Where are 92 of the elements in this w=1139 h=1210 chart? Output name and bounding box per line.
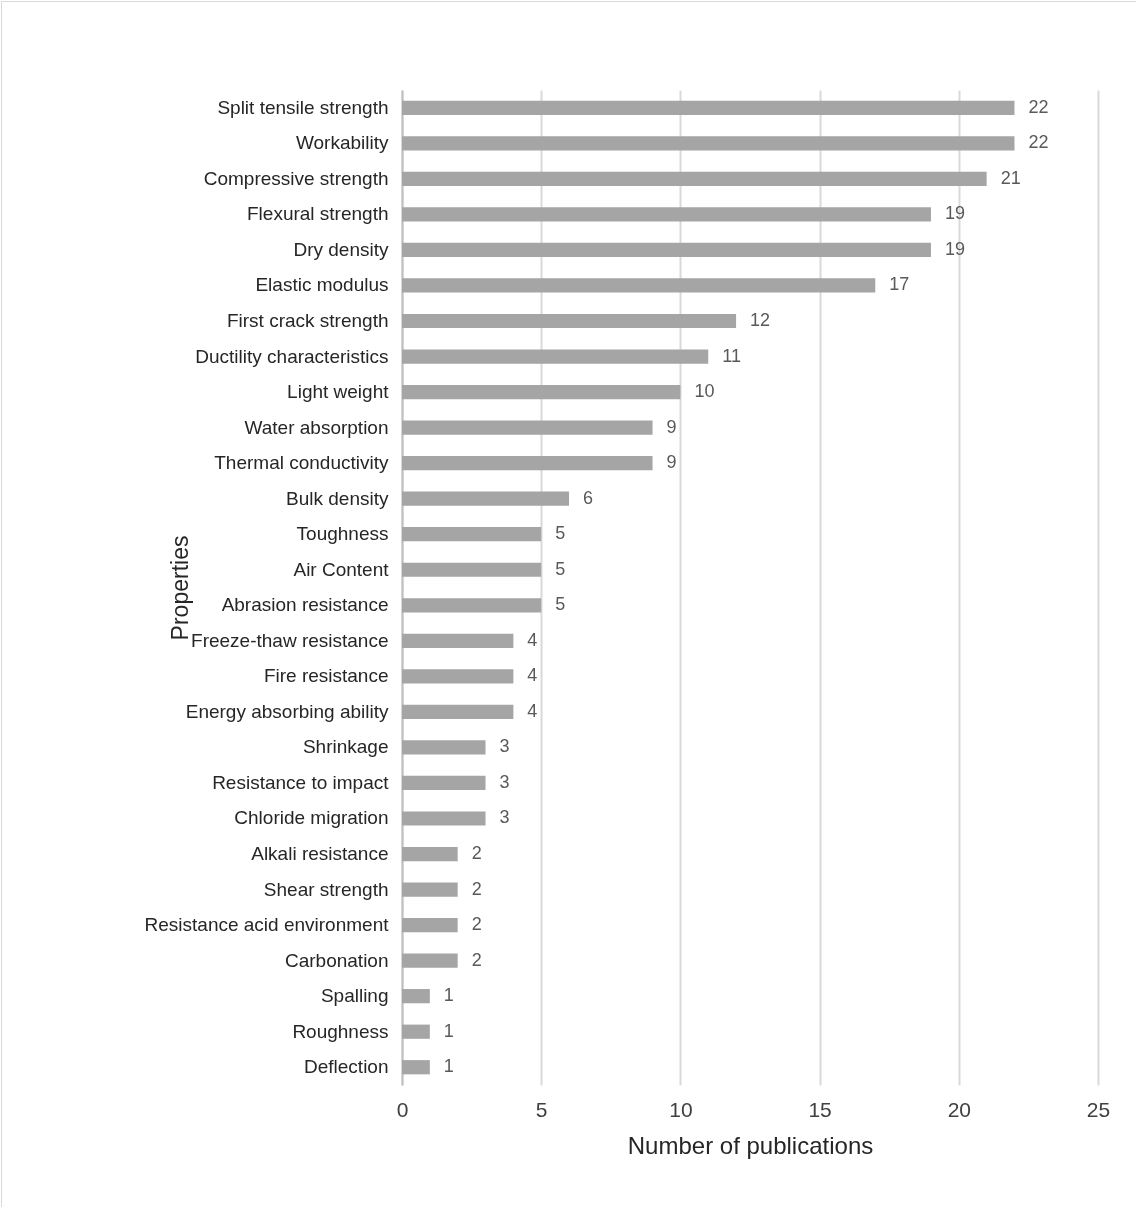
bar [402,420,653,435]
data-label: 3 [499,807,510,828]
y-tick-label: Chloride migration [234,807,389,829]
bar [402,953,458,968]
bar [402,598,542,613]
data-label: 3 [499,736,510,757]
bar [402,917,458,933]
y-tick-label: Split tensile strength [217,96,389,118]
data-label: 2 [471,843,482,864]
data-label: 6 [583,487,594,508]
y-tick-label: Freeze-thaw resistance [191,629,389,651]
bar [402,242,931,258]
y-tick-label: Toughness [296,523,389,545]
data-label: 12 [750,309,771,330]
data-label: 17 [889,274,910,295]
x-tick-label: 5 [535,1097,548,1121]
data-label: 9 [666,452,677,473]
data-label: 5 [555,594,566,615]
data-label: 4 [527,700,538,721]
x-tick-label: 10 [669,1097,693,1121]
bar [402,207,931,222]
bar [402,846,458,862]
data-label: 1 [443,985,454,1006]
y-tick-label: First crack strength [226,309,389,331]
data-label: 10 [694,381,715,402]
data-label: 9 [666,416,677,437]
data-label: 19 [944,203,965,224]
data-label: 11 [722,345,741,366]
y-tick-label: Dry density [293,238,389,260]
bar [402,527,542,542]
bar [402,349,709,364]
data-label: 2 [471,914,482,935]
x-axis-title: Number of publications [627,1131,874,1159]
bar [402,491,570,506]
data-label: 5 [555,558,566,579]
data-label: 2 [471,949,482,970]
y-tick-label: Light weight [287,381,390,403]
x-tick-label: 20 [947,1097,971,1121]
y-tick-label: Spalling [320,985,389,1007]
bar [402,1060,430,1075]
bar [402,136,1015,151]
data-label: 22 [1028,132,1049,153]
y-tick-label: Energy absorbing ability [185,700,389,722]
y-tick-label: Resistance to impact [212,771,390,793]
data-label: 22 [1028,96,1049,117]
data-label: 4 [527,629,538,650]
y-tick-label: Shrinkage [302,736,389,758]
y-axis-title: Properties [166,535,193,641]
y-tick-label: Alkali resistance [251,843,389,865]
data-label: 5 [555,523,566,544]
y-tick-label: Elastic modulus [255,274,389,296]
bar [402,313,737,329]
bar [402,562,542,577]
bar [402,384,681,400]
bar [402,100,1015,115]
bar [402,811,486,826]
bar [402,669,514,684]
x-tick-label: 25 [1086,1097,1111,1121]
y-tick-label: Bulk density [286,487,389,509]
data-label: 1 [443,1056,454,1077]
data-label: 1 [443,1020,454,1041]
bar [402,278,876,293]
bar [402,171,987,186]
y-tick-label: Resistance acid environment [144,914,390,936]
data-label: 3 [499,771,510,792]
y-tick-label: Compressive strength [203,167,389,189]
bar [402,704,514,719]
y-tick-label: Flexural strength [246,203,389,225]
data-label: 4 [527,665,538,686]
x-tick-label: 15 [808,1097,832,1121]
y-tick-label: Ductility characteristics [195,345,389,367]
data-label: 19 [944,238,965,259]
y-tick-label: Roughness [292,1020,389,1042]
y-tick-label: Shear strength [263,878,389,900]
y-tick-label: Thermal conductivity [214,452,389,474]
y-tick-label: Abrasion resistance [221,594,389,616]
y-tick-label: Deflection [304,1056,389,1078]
bar [402,989,430,1004]
y-tick-label: Carbonation [284,949,389,971]
data-label: 21 [1000,167,1021,188]
x-tick-label: 0 [396,1097,409,1121]
y-tick-label: Air Content [293,558,390,580]
bar [402,882,458,897]
bar [402,1024,430,1039]
bar [402,775,486,791]
bar [402,740,486,755]
bar [402,633,514,648]
y-tick-label: Workability [295,132,389,154]
y-tick-label: Fire resistance [263,665,389,687]
data-label: 2 [471,878,482,899]
bar [402,456,653,471]
y-tick-label: Water absorption [244,416,389,438]
